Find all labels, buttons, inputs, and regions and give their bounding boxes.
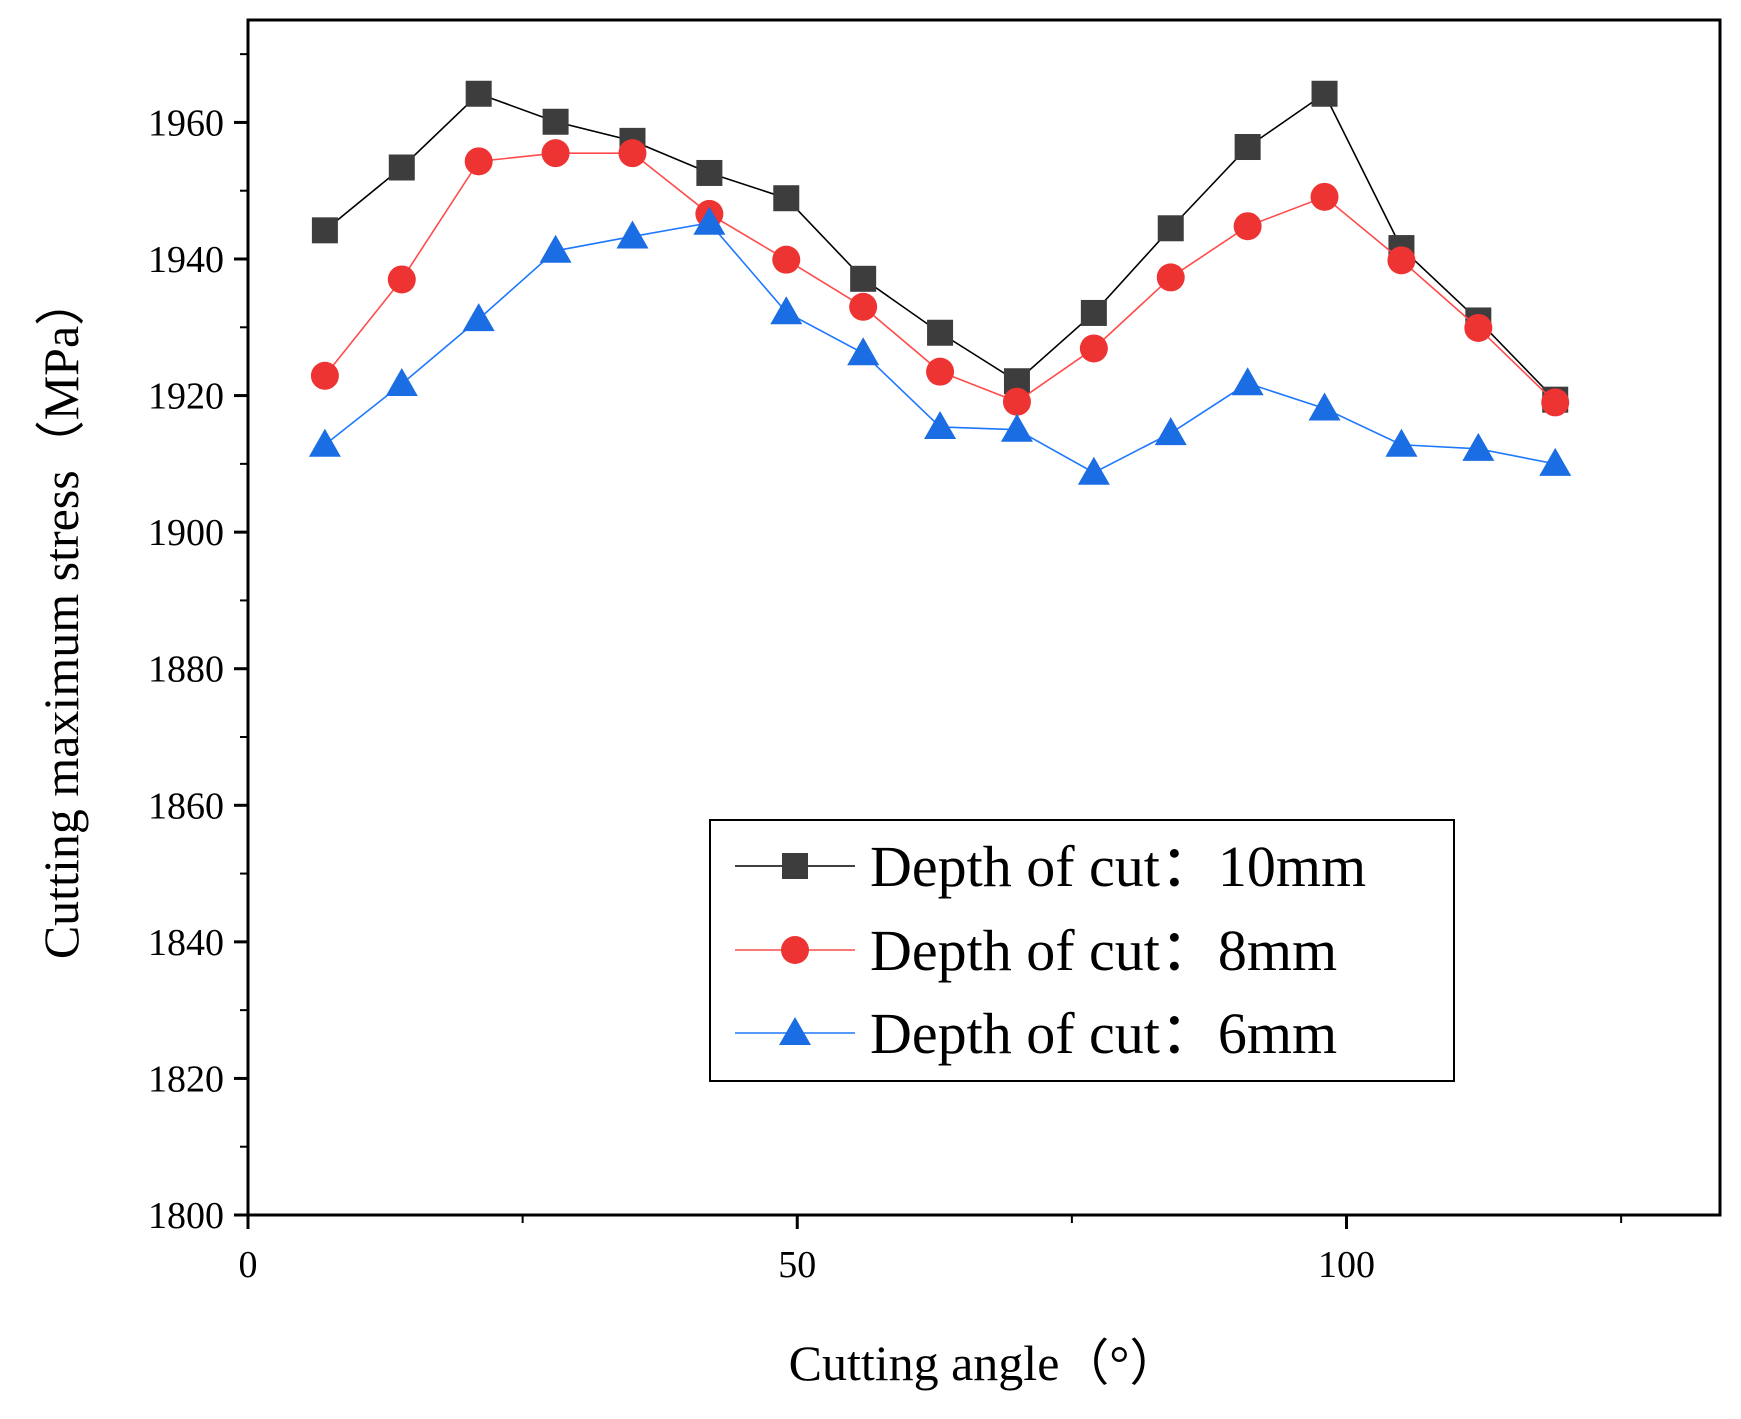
data-point bbox=[1234, 134, 1261, 161]
data-point bbox=[1231, 367, 1264, 396]
data-point bbox=[541, 139, 570, 168]
data-point bbox=[1462, 432, 1495, 461]
data-point bbox=[618, 139, 647, 168]
y-tick-label: 1860 bbox=[148, 785, 224, 827]
legend-item: Depth of cut：8mm bbox=[735, 918, 1337, 983]
data-point bbox=[542, 108, 569, 135]
data-point bbox=[311, 217, 338, 244]
y-tick-label: 1900 bbox=[148, 512, 224, 554]
data-point bbox=[462, 303, 495, 332]
legend-label: Depth of cut：6mm bbox=[870, 1001, 1337, 1066]
data-point bbox=[1387, 246, 1416, 275]
data-point bbox=[1539, 447, 1572, 476]
x-tick-label: 100 bbox=[1318, 1244, 1375, 1286]
data-point bbox=[1311, 80, 1338, 107]
data-point bbox=[1233, 212, 1262, 241]
y-axis-title: Cutting maximum stress（MPa） bbox=[33, 276, 89, 959]
x-axis-title: Cutting angle（°） bbox=[789, 1335, 1180, 1391]
legend-label: Depth of cut：10mm bbox=[870, 834, 1366, 899]
data-point bbox=[772, 245, 801, 274]
legend-label: Depth of cut：8mm bbox=[870, 918, 1337, 983]
legend-item: Depth of cut：6mm bbox=[735, 1001, 1337, 1066]
data-point bbox=[773, 185, 800, 212]
data-point bbox=[308, 428, 341, 457]
data-point bbox=[1157, 215, 1184, 242]
data-point bbox=[387, 265, 416, 294]
plot-frame bbox=[246, 18, 1722, 1217]
data-point bbox=[616, 220, 649, 249]
data-point bbox=[1308, 392, 1341, 421]
legend-marker bbox=[782, 853, 808, 879]
y-tick-label: 1800 bbox=[148, 1195, 224, 1237]
data-point bbox=[1156, 263, 1185, 292]
data-point bbox=[539, 234, 572, 263]
data-point bbox=[924, 410, 957, 439]
data-point bbox=[927, 319, 954, 346]
legend: Depth of cut：10mm Depth of cut：8mm Depth o… bbox=[709, 819, 1455, 1082]
data-point bbox=[465, 80, 492, 107]
legend-marker bbox=[781, 936, 809, 964]
y-tick-label: 1840 bbox=[148, 922, 224, 964]
legend-item: Depth of cut：10mm bbox=[735, 834, 1366, 899]
data-point bbox=[464, 147, 493, 176]
series-2 bbox=[310, 139, 1570, 417]
data-point bbox=[849, 292, 878, 321]
data-point bbox=[1154, 417, 1187, 446]
series-3 bbox=[308, 206, 1572, 485]
y-tick-label: 1820 bbox=[148, 1058, 224, 1100]
data-point bbox=[1310, 182, 1339, 211]
data-point bbox=[926, 357, 955, 386]
data-point bbox=[1385, 428, 1418, 457]
data-point bbox=[388, 154, 415, 181]
data-point bbox=[1079, 334, 1108, 363]
data-point bbox=[693, 206, 726, 235]
data-point bbox=[385, 367, 418, 396]
data-point bbox=[1000, 413, 1033, 442]
data-point bbox=[1077, 456, 1110, 485]
data-point bbox=[770, 296, 803, 325]
data-point bbox=[1541, 388, 1570, 417]
data-point bbox=[696, 159, 723, 186]
data-point bbox=[847, 337, 880, 366]
y-tick-label: 1960 bbox=[148, 102, 224, 144]
data-point bbox=[1080, 299, 1107, 326]
x-tick-label: 0 bbox=[239, 1244, 258, 1286]
series-layer bbox=[308, 80, 1572, 485]
data-point bbox=[310, 361, 339, 390]
data-point bbox=[1464, 313, 1493, 342]
y-tick-label: 1880 bbox=[148, 649, 224, 691]
axis-ticks: 1800 1820 1840 1860 1880 1900 1920 1940 1960 0 50 1… bbox=[148, 53, 1623, 1286]
x-tick-label: 50 bbox=[778, 1244, 816, 1286]
legend-marker bbox=[779, 1017, 811, 1045]
series-line bbox=[324, 92, 1556, 401]
y-tick-label: 1940 bbox=[148, 239, 224, 281]
y-tick-label: 1920 bbox=[148, 376, 224, 418]
data-point bbox=[1002, 387, 1031, 416]
data-point bbox=[850, 265, 877, 292]
